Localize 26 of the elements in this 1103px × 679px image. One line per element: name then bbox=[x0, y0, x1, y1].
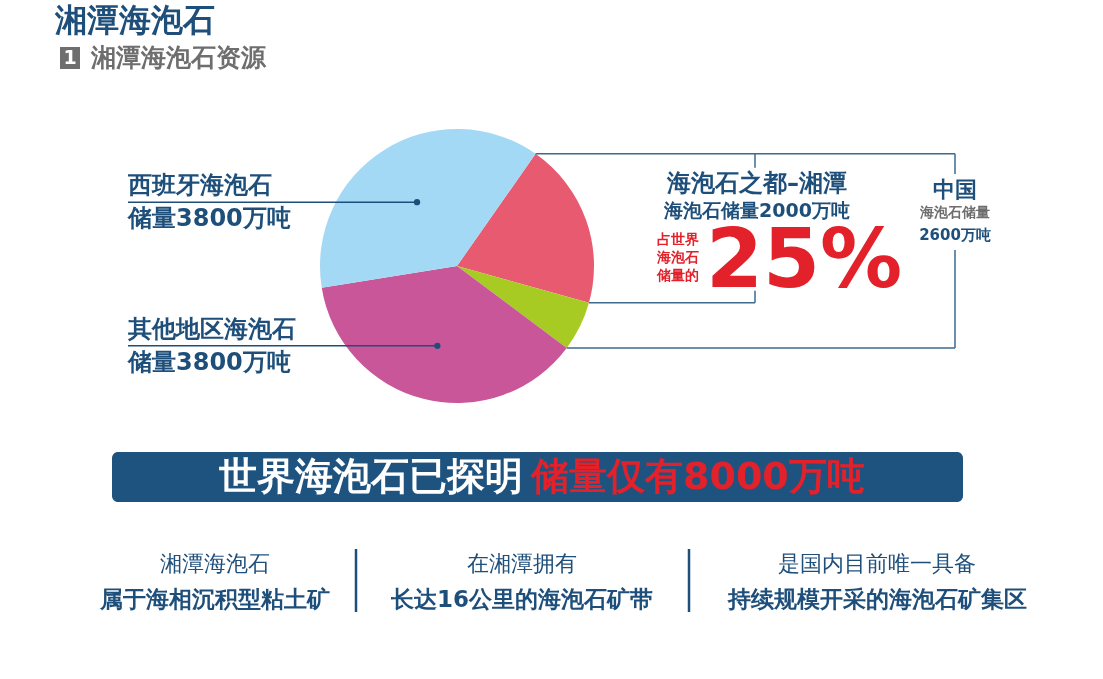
text: 2600万吨 bbox=[919, 226, 991, 244]
pie-slice bbox=[457, 153, 594, 303]
data-label: 储量3800万吨 bbox=[127, 204, 291, 233]
text: 占世界 bbox=[657, 231, 699, 247]
text: 湘潭海泡石 bbox=[160, 551, 270, 576]
pie-slice bbox=[321, 266, 567, 403]
chart-subtitle: 1 湘潭海泡石资源 bbox=[63, 43, 267, 72]
text: 海泡石储量 bbox=[919, 204, 990, 220]
data-label: 储量3800万吨 bbox=[127, 347, 291, 376]
slice-label: 西班牙海泡石 bbox=[127, 171, 272, 200]
text: 世界海泡石已探明 bbox=[219, 454, 523, 498]
pie-slice bbox=[320, 129, 536, 288]
slice-label: 海泡石之都–湘潭 bbox=[666, 169, 847, 197]
text: 储量的 bbox=[656, 267, 699, 283]
pie-slice bbox=[457, 266, 589, 348]
data-label: 海泡石储量2000万吨 bbox=[663, 199, 850, 221]
text: 持续规模开采的海泡石矿集区 bbox=[726, 586, 1027, 612]
text: 在湘潭拥有 bbox=[467, 551, 577, 576]
chart-title: 湘潭海泡石 bbox=[54, 1, 215, 39]
text: 属于海相沉积型粘土矿 bbox=[99, 586, 330, 612]
text: 是国内目前唯一具备 bbox=[778, 551, 976, 576]
text: 长达16公里的海泡石矿带 bbox=[389, 586, 654, 612]
text: 海泡石 bbox=[656, 249, 699, 265]
text: 中国 bbox=[933, 177, 977, 202]
slice-label: 其他地区海泡石 bbox=[127, 314, 296, 343]
text: 储量仅有8000万吨 bbox=[529, 454, 865, 498]
